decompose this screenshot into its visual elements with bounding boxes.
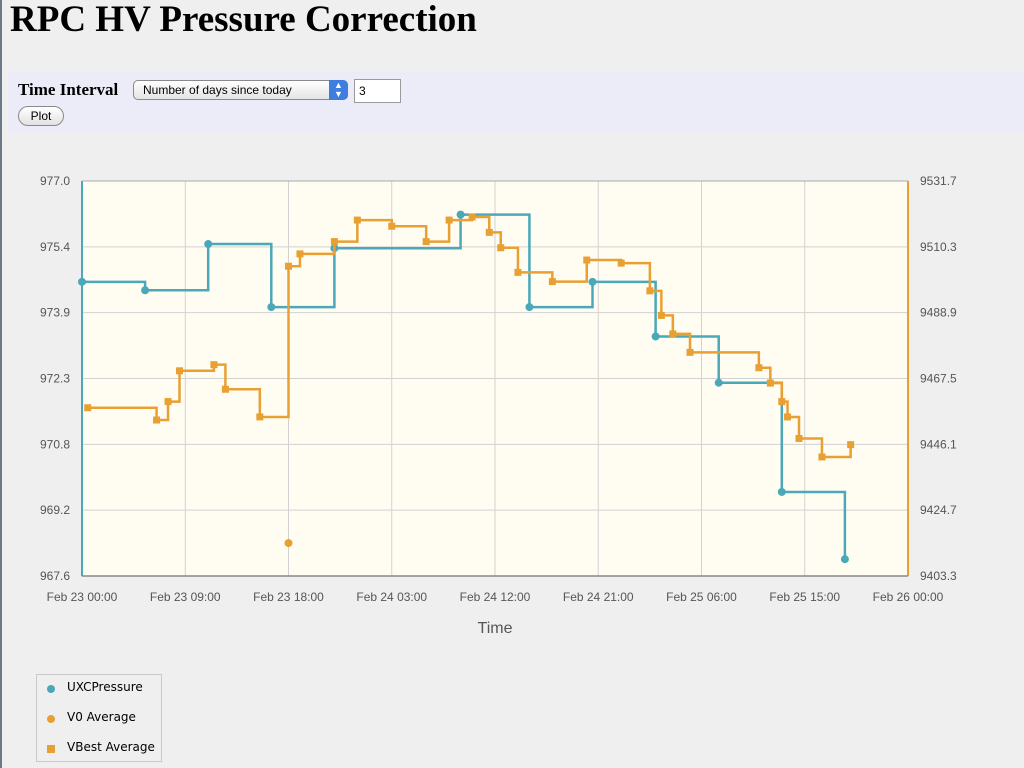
point-vbest-average (784, 413, 792, 421)
x-tick-label: Feb 23 00:00 (47, 590, 118, 604)
point-uxcpressure (525, 303, 534, 312)
y-right-tick-label: 9488.9 (920, 306, 957, 320)
point-vbest-average (176, 367, 184, 375)
point-uxcpressure (840, 555, 849, 564)
y-right-tick-label: 9510.3 (920, 240, 957, 254)
y-left-tick-label: 969.2 (40, 503, 70, 517)
point-vbest-average (210, 361, 218, 369)
page-title: RPC HV Pressure Correction (10, 0, 477, 40)
time-interval-form: Time Interval Number of days since today… (8, 71, 1024, 133)
time-interval-label: Time Interval (18, 80, 119, 99)
point-vbest-average (514, 268, 522, 276)
interval-type-value: Number of days since today (143, 83, 292, 97)
point-vbest-average (617, 259, 625, 267)
point-uxcpressure (204, 240, 213, 249)
y-right-tick-label: 9424.7 (920, 503, 957, 517)
y-left-tick-label: 973.9 (40, 306, 70, 320)
legend-swatch-vbest-average (47, 745, 55, 753)
x-tick-label: Feb 26 00:00 (873, 590, 944, 604)
point-vbest-average (84, 404, 92, 412)
point-vbest-average (153, 416, 161, 424)
x-tick-label: Feb 24 03:00 (356, 590, 427, 604)
point-vbest-average (755, 364, 763, 372)
series-line-uxcpressure (82, 213, 847, 560)
point-vbest-average (548, 278, 556, 286)
point-vbest-average (164, 398, 172, 406)
legend-label-uxcpressure: UXCPressure (67, 680, 143, 694)
point-uxcpressure (651, 332, 660, 341)
x-tick-label: Feb 24 12:00 (460, 590, 531, 604)
point-vbest-average (388, 222, 396, 230)
point-vbest-average (285, 262, 292, 270)
x-tick-label: Feb 23 18:00 (253, 590, 324, 604)
point-vbest-average (669, 330, 677, 338)
point-uxcpressure (267, 303, 276, 312)
series (78, 210, 855, 564)
x-axis-title: Time (478, 620, 513, 637)
point-vbest-average (497, 244, 505, 252)
point-vbest-average (766, 379, 774, 387)
point-vbest-average (468, 213, 476, 221)
point-vbest-average (221, 385, 229, 393)
point-vbest-average (296, 250, 304, 258)
legend-swatch-v0-average (47, 715, 55, 723)
y-left-tick-label: 967.6 (40, 569, 70, 583)
y-left-tick-label: 972.3 (40, 372, 70, 386)
legend-label-vbest-average: VBest Average (67, 740, 155, 754)
axes: Feb 23 00:00 Feb 23 09:00 Feb 23 18:00 Feb … (40, 174, 957, 604)
point-vbest-average (256, 413, 264, 421)
point-uxcpressure (456, 210, 465, 219)
point-uxcpressure (141, 286, 150, 295)
y-left-tick-label: 975.4 (40, 240, 70, 254)
point-uxcpressure (78, 277, 86, 286)
point-vbest-average (657, 311, 665, 319)
x-tick-label: Feb 25 06:00 (666, 590, 737, 604)
point-vbest-average (330, 238, 338, 246)
point-vbest-average (818, 453, 826, 461)
point-vbest-average (646, 287, 654, 295)
point-uxcpressure (714, 378, 723, 387)
point-vbest-average (353, 216, 361, 224)
point-vbest-average (847, 441, 855, 449)
point-vbest-average (445, 216, 453, 224)
legend-label-v0-average: V0 Average (67, 710, 136, 724)
x-tick-label: Feb 23 09:00 (150, 590, 221, 604)
legend: UXCPressure V0 Average VBest Average (36, 674, 162, 762)
days-input[interactable]: 3 (354, 79, 401, 103)
point-v0-average (284, 539, 293, 548)
point-vbest-average (583, 256, 591, 264)
point-vbest-average (686, 348, 694, 356)
x-tick-label: Feb 24 21:00 (563, 590, 634, 604)
y-right-tick-label: 9467.5 (920, 372, 957, 386)
point-uxcpressure (588, 277, 597, 286)
point-vbest-average (795, 434, 803, 442)
legend-swatch-uxcpressure (47, 685, 55, 693)
y-right-tick-label: 9531.7 (920, 174, 957, 188)
point-vbest-average (778, 398, 786, 406)
y-right-tick-label: 9403.3 (920, 569, 957, 583)
point-uxcpressure (777, 487, 786, 496)
y-right-tick-label: 9446.1 (920, 437, 957, 451)
point-vbest-average (422, 238, 430, 246)
x-tick-label: Feb 25 15:00 (769, 590, 840, 604)
plot-button[interactable]: Plot (18, 106, 64, 126)
select-arrows-icon: ▲ ▼ (329, 80, 348, 100)
series-line-vbest-average (87, 215, 852, 459)
interval-type-select[interactable]: Number of days since today ▲ ▼ (133, 80, 348, 100)
point-vbest-average (485, 228, 493, 236)
y-left-tick-label: 977.0 (40, 174, 70, 188)
y-left-tick-label: 970.8 (40, 437, 70, 451)
